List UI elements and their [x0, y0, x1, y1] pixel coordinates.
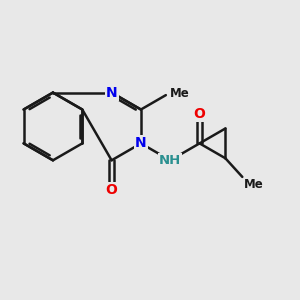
Text: O: O — [194, 106, 206, 121]
Text: N: N — [106, 85, 117, 100]
Text: Me: Me — [244, 178, 263, 191]
Text: O: O — [106, 183, 118, 197]
Text: N: N — [135, 136, 147, 150]
Text: NH: NH — [159, 154, 182, 167]
Text: Me: Me — [169, 87, 189, 100]
